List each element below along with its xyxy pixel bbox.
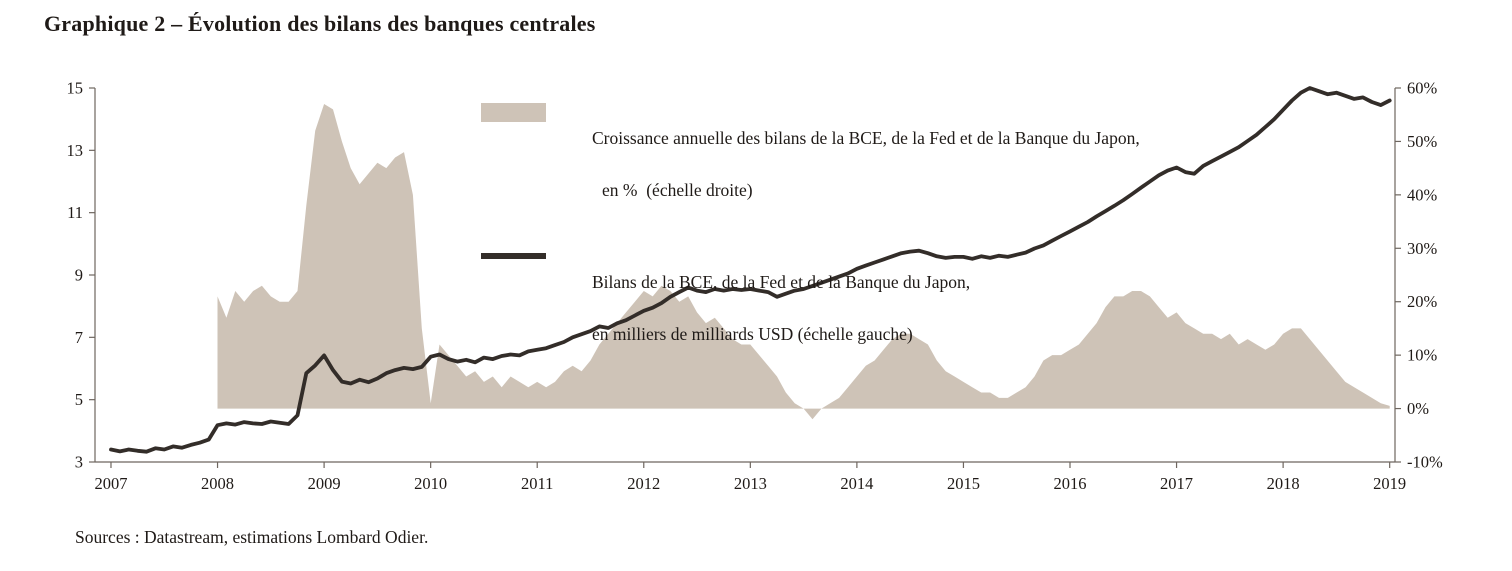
x-axis-tick-label: 2009 <box>308 474 341 493</box>
legend-balance-label: Bilans de la BCE, de la Fed et de la Ban… <box>557 243 970 373</box>
x-axis-tick-label: 2011 <box>521 474 553 493</box>
right-axis-tick-label: 50% <box>1407 132 1438 151</box>
legend-balance-line2: en milliers de milliards USD (échelle ga… <box>592 324 913 344</box>
left-axis-tick-label: 5 <box>75 390 83 409</box>
line-swatch-icon <box>481 253 546 259</box>
left-axis-tick-label: 15 <box>67 79 84 98</box>
legend-growth-line2: en % (échelle droite) <box>602 180 753 200</box>
x-axis-tick-label: 2015 <box>947 474 980 493</box>
legend-item-balance: Bilans de la BCE, de la Fed et de la Ban… <box>481 243 1140 373</box>
x-axis-tick-label: 2010 <box>414 474 447 493</box>
right-axis-tick-label: 40% <box>1407 185 1438 204</box>
chart-title: Graphique 2 – Évolution des bilans des b… <box>44 11 596 36</box>
x-axis-tick-label: 2014 <box>840 474 873 493</box>
source-note: Sources : Datastream, estimations Lombar… <box>75 527 429 547</box>
x-axis-tick-label: 2007 <box>94 474 127 493</box>
legend-item-growth: Croissance annuelle des bilans de la BCE… <box>481 99 1140 229</box>
x-axis-tick-label: 2017 <box>1160 474 1193 493</box>
x-axis-tick-label: 2008 <box>201 474 234 493</box>
left-axis-tick-label: 3 <box>75 453 83 472</box>
x-axis-tick-label: 2013 <box>734 474 767 493</box>
right-axis-tick-label: 0% <box>1407 399 1429 418</box>
balance-line-series <box>109 86 1392 454</box>
left-axis-tick-label: 11 <box>67 203 83 222</box>
x-axis-tick-label: 2018 <box>1267 474 1300 493</box>
left-axis-tick-label: 7 <box>75 328 83 347</box>
right-axis-tick-label: 60% <box>1407 79 1438 98</box>
legend-balance-line1: Bilans de la BCE, de la Fed et de la Ban… <box>592 272 971 292</box>
area-swatch-icon <box>481 103 546 122</box>
legend-growth-label: Croissance annuelle des bilans de la BCE… <box>557 99 1140 229</box>
right-axis-tick-label: 10% <box>1407 346 1438 365</box>
right-axis-tick-label: 30% <box>1407 239 1438 258</box>
left-axis-tick-label: 13 <box>67 141 84 160</box>
growth-area-series <box>217 104 1390 420</box>
right-axis-tick-label: -10% <box>1407 453 1443 472</box>
x-axis-tick-label: 2016 <box>1054 474 1087 493</box>
legend-growth-line1: Croissance annuelle des bilans de la BCE… <box>592 128 1140 148</box>
chart-legend: Croissance annuelle des bilans de la BCE… <box>481 99 1140 373</box>
left-axis-tick-label: 9 <box>75 266 83 285</box>
x-axis-tick-label: 2012 <box>627 474 660 493</box>
right-axis-tick-label: 20% <box>1407 292 1438 311</box>
x-axis-tick-label: 2019 <box>1373 474 1406 493</box>
